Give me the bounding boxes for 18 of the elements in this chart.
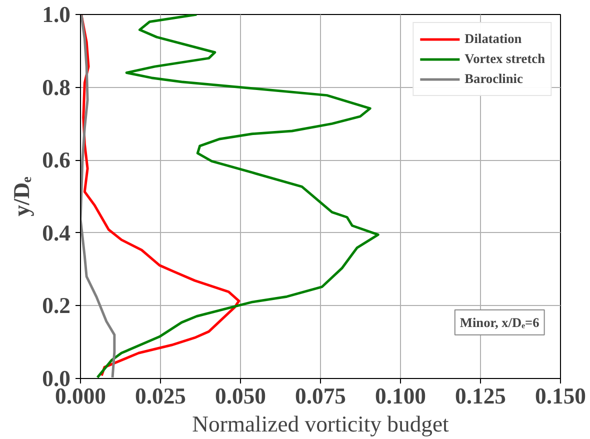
legend-label: Vortex stretch	[464, 51, 545, 67]
x-axis-title: Normalized vorticity budget	[192, 412, 450, 436]
x-tick-label: 0.125	[455, 384, 506, 408]
y-axis-title: y/Dₑ	[9, 176, 34, 216]
y-tick-label: 0.4	[42, 220, 71, 246]
x-tick-label: 0.075	[295, 384, 346, 408]
line-series	[96, 14, 380, 378]
x-tick-label: 0.025	[135, 384, 186, 408]
legend-label: Baroclinic	[464, 71, 523, 87]
annotation: Minor, x/Dₑ=6	[460, 314, 540, 330]
legend-label: Dilatation	[464, 31, 522, 47]
x-tick-label: 0.150	[535, 384, 586, 408]
x-tick-label: 0.100	[375, 384, 426, 408]
x-tick-label: 0.050	[215, 384, 266, 408]
y-tick-label: 1.0	[42, 2, 71, 27]
y-tick-label: 0.2	[42, 293, 71, 318]
y-tick-label: 0.8	[42, 74, 71, 100]
y-tick-label: 0.6	[42, 148, 71, 173]
